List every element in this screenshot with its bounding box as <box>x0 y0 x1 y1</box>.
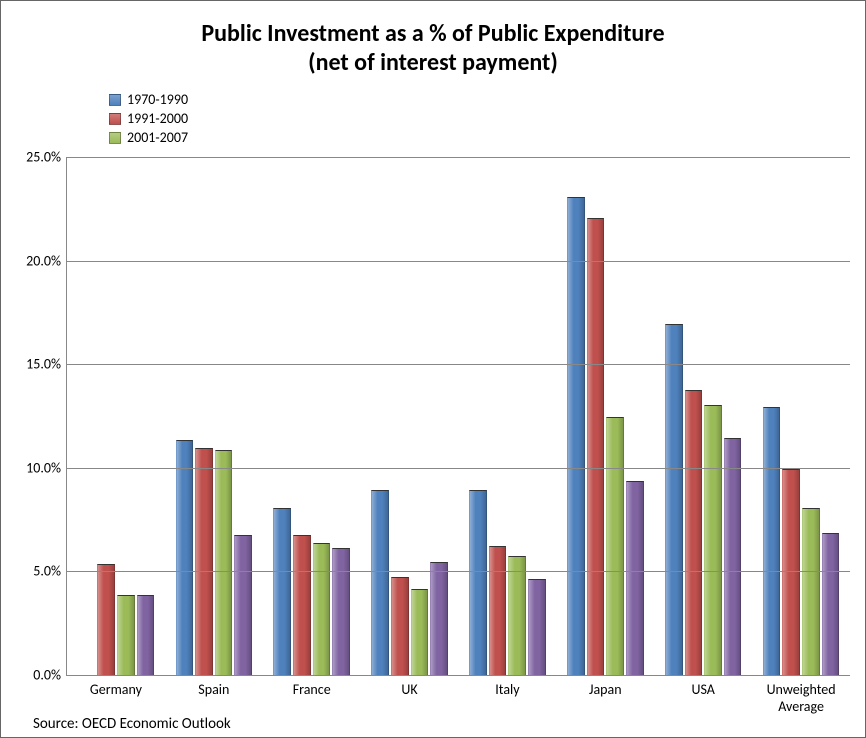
y-tick-label: 0.0% <box>33 667 67 684</box>
bars-layer: GermanySpainFranceUKItalyJapanUSAUnweigh… <box>67 157 850 675</box>
bar <box>117 595 135 675</box>
bar <box>97 564 115 675</box>
legend-label: 1970-1990 <box>127 91 188 108</box>
bar-group: UK <box>361 157 459 675</box>
bar <box>176 440 194 675</box>
bar <box>528 579 546 675</box>
y-tick-label: 25.0% <box>26 149 67 166</box>
bar <box>313 543 331 675</box>
bar <box>665 324 683 675</box>
bar-group: Spain <box>165 157 263 675</box>
y-tick-label: 15.0% <box>26 356 67 373</box>
x-tick-label: UK <box>401 675 417 698</box>
x-tick-label: Spain <box>198 675 229 698</box>
y-tick-label: 5.0% <box>33 563 67 580</box>
gridline <box>67 571 850 572</box>
bar <box>234 535 252 675</box>
bar <box>293 535 311 675</box>
bar <box>724 438 742 675</box>
legend-item: 2001-2007 <box>109 129 188 146</box>
bar <box>195 448 213 675</box>
bar <box>802 508 820 675</box>
legend: 1970-1990 1991-2000 2001-2007 <box>109 91 188 148</box>
chart-title-line1: Public Investment as a % of Public Expen… <box>201 19 664 48</box>
bar <box>411 589 429 675</box>
bar <box>508 556 526 675</box>
bar <box>626 481 644 675</box>
y-tick-label: 20.0% <box>26 252 67 269</box>
bar <box>371 490 389 675</box>
bar-group: France <box>263 157 361 675</box>
bar-group: UnweightedAverage <box>752 157 850 675</box>
bar <box>704 405 722 675</box>
bar <box>567 197 585 675</box>
legend-marker <box>109 94 121 106</box>
plot-area: GermanySpainFranceUKItalyJapanUSAUnweigh… <box>66 157 850 676</box>
legend-item: 1991-2000 <box>109 110 188 127</box>
legend-marker <box>109 113 121 125</box>
gridline <box>67 468 850 469</box>
bar <box>137 595 155 675</box>
source-text: Source: OECD Economic Outlook <box>33 715 231 733</box>
x-tick-label: Japan <box>589 675 622 698</box>
x-tick-label: Italy <box>495 675 519 698</box>
gridline <box>67 364 850 365</box>
x-tick-label: USA <box>691 675 714 698</box>
bar <box>587 218 605 675</box>
bar <box>685 390 703 675</box>
bar <box>430 562 448 675</box>
bar <box>215 450 233 675</box>
x-tick-label: Germany <box>90 675 142 698</box>
bar-group: USA <box>654 157 752 675</box>
y-tick-label: 10.0% <box>26 459 67 476</box>
bar <box>273 508 291 675</box>
bar <box>822 533 840 675</box>
legend-marker <box>109 132 121 144</box>
bar <box>391 577 409 675</box>
bar-group: Germany <box>67 157 165 675</box>
chart-title-line2: (net of interest payment) <box>308 48 558 77</box>
legend-label: 2001-2007 <box>127 129 188 146</box>
gridline <box>67 261 850 262</box>
legend-item: 1970-1990 <box>109 91 188 108</box>
chart-title: Public Investment as a % of Public Expen… <box>1 19 865 77</box>
x-tick-label: UnweightedAverage <box>767 675 836 715</box>
bar <box>606 417 624 675</box>
bar <box>489 546 507 675</box>
x-tick-label: France <box>293 675 331 698</box>
bar <box>332 548 350 675</box>
legend-label: 1991-2000 <box>127 110 188 127</box>
gridline <box>67 157 850 158</box>
bar <box>763 407 781 675</box>
bar-group: Japan <box>556 157 654 675</box>
bar <box>469 490 487 675</box>
bar-group: Italy <box>459 157 557 675</box>
